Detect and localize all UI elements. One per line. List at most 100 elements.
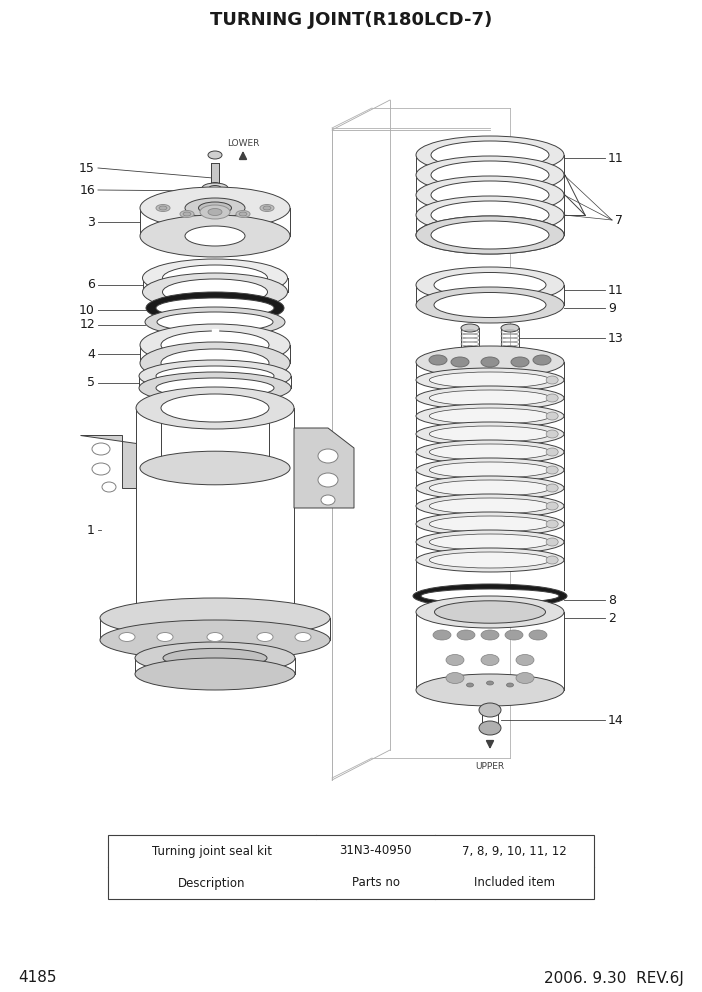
Text: 11: 11 [608, 284, 624, 297]
Ellipse shape [481, 630, 499, 640]
Ellipse shape [416, 476, 564, 500]
Ellipse shape [546, 502, 558, 510]
Ellipse shape [140, 215, 290, 257]
Ellipse shape [185, 226, 245, 246]
Ellipse shape [295, 633, 311, 642]
Ellipse shape [431, 141, 549, 169]
Text: 1: 1 [87, 524, 95, 537]
Text: Parts no: Parts no [352, 877, 399, 890]
Ellipse shape [413, 584, 567, 608]
Ellipse shape [451, 357, 469, 367]
Ellipse shape [461, 346, 479, 354]
Ellipse shape [156, 298, 274, 318]
Ellipse shape [430, 372, 550, 388]
Ellipse shape [507, 683, 513, 687]
Ellipse shape [546, 538, 558, 546]
Ellipse shape [430, 480, 550, 496]
Ellipse shape [434, 293, 546, 317]
Ellipse shape [119, 633, 135, 642]
Ellipse shape [318, 473, 338, 487]
Ellipse shape [140, 187, 290, 229]
Ellipse shape [416, 136, 564, 174]
Text: 15: 15 [79, 162, 95, 175]
Ellipse shape [421, 589, 559, 603]
Ellipse shape [92, 463, 110, 475]
Ellipse shape [157, 633, 173, 642]
Polygon shape [294, 428, 354, 508]
Ellipse shape [516, 655, 534, 666]
Ellipse shape [416, 422, 564, 446]
Ellipse shape [100, 620, 330, 660]
Ellipse shape [446, 673, 464, 683]
Ellipse shape [434, 273, 546, 298]
Ellipse shape [416, 548, 564, 572]
Ellipse shape [461, 324, 479, 332]
Ellipse shape [416, 267, 564, 303]
Ellipse shape [159, 206, 167, 210]
Ellipse shape [156, 204, 170, 211]
Ellipse shape [416, 674, 564, 706]
Text: 5: 5 [87, 377, 95, 390]
Ellipse shape [416, 530, 564, 554]
Ellipse shape [161, 394, 269, 422]
Ellipse shape [202, 183, 228, 193]
Ellipse shape [161, 349, 269, 377]
Ellipse shape [430, 426, 550, 442]
Text: Included item: Included item [474, 877, 555, 890]
Ellipse shape [546, 430, 558, 438]
Ellipse shape [546, 394, 558, 402]
Polygon shape [80, 435, 136, 488]
Ellipse shape [511, 357, 529, 367]
Text: 12: 12 [79, 318, 95, 331]
Ellipse shape [416, 346, 564, 378]
Text: 10: 10 [79, 304, 95, 316]
Text: 3: 3 [87, 215, 95, 228]
Ellipse shape [430, 462, 550, 478]
Ellipse shape [210, 183, 220, 187]
Ellipse shape [416, 404, 564, 428]
Text: 7: 7 [615, 213, 623, 226]
Text: 4185: 4185 [18, 970, 56, 985]
Ellipse shape [429, 355, 447, 365]
Ellipse shape [416, 176, 564, 214]
Ellipse shape [546, 448, 558, 456]
Text: LOWER: LOWER [227, 139, 259, 148]
Text: 9: 9 [608, 302, 616, 314]
Ellipse shape [239, 212, 247, 216]
Text: 31N3-40950: 31N3-40950 [339, 844, 412, 857]
Text: 6: 6 [87, 279, 95, 292]
Ellipse shape [180, 210, 194, 217]
Ellipse shape [145, 307, 285, 337]
Ellipse shape [416, 596, 564, 628]
Ellipse shape [139, 360, 291, 392]
Ellipse shape [416, 386, 564, 410]
Ellipse shape [207, 633, 223, 642]
Ellipse shape [140, 342, 290, 384]
Ellipse shape [546, 376, 558, 384]
Ellipse shape [467, 683, 474, 687]
Ellipse shape [479, 721, 501, 735]
Ellipse shape [533, 355, 551, 365]
Polygon shape [212, 329, 218, 337]
Ellipse shape [183, 212, 191, 216]
Ellipse shape [102, 482, 116, 492]
Ellipse shape [318, 449, 338, 463]
Ellipse shape [136, 387, 294, 429]
Ellipse shape [431, 181, 549, 209]
Ellipse shape [481, 655, 499, 666]
Ellipse shape [257, 633, 273, 642]
Ellipse shape [486, 681, 494, 685]
Ellipse shape [416, 494, 564, 518]
Ellipse shape [156, 366, 274, 386]
Ellipse shape [481, 357, 499, 367]
Ellipse shape [546, 520, 558, 528]
Ellipse shape [208, 151, 222, 159]
Text: TURNING JOINT(R180LCD-7): TURNING JOINT(R180LCD-7) [210, 11, 492, 29]
Bar [108, 835, 594, 899]
Ellipse shape [161, 331, 269, 359]
Ellipse shape [433, 630, 451, 640]
Ellipse shape [157, 312, 273, 332]
Ellipse shape [529, 630, 547, 640]
Ellipse shape [416, 512, 564, 536]
Ellipse shape [446, 655, 464, 666]
